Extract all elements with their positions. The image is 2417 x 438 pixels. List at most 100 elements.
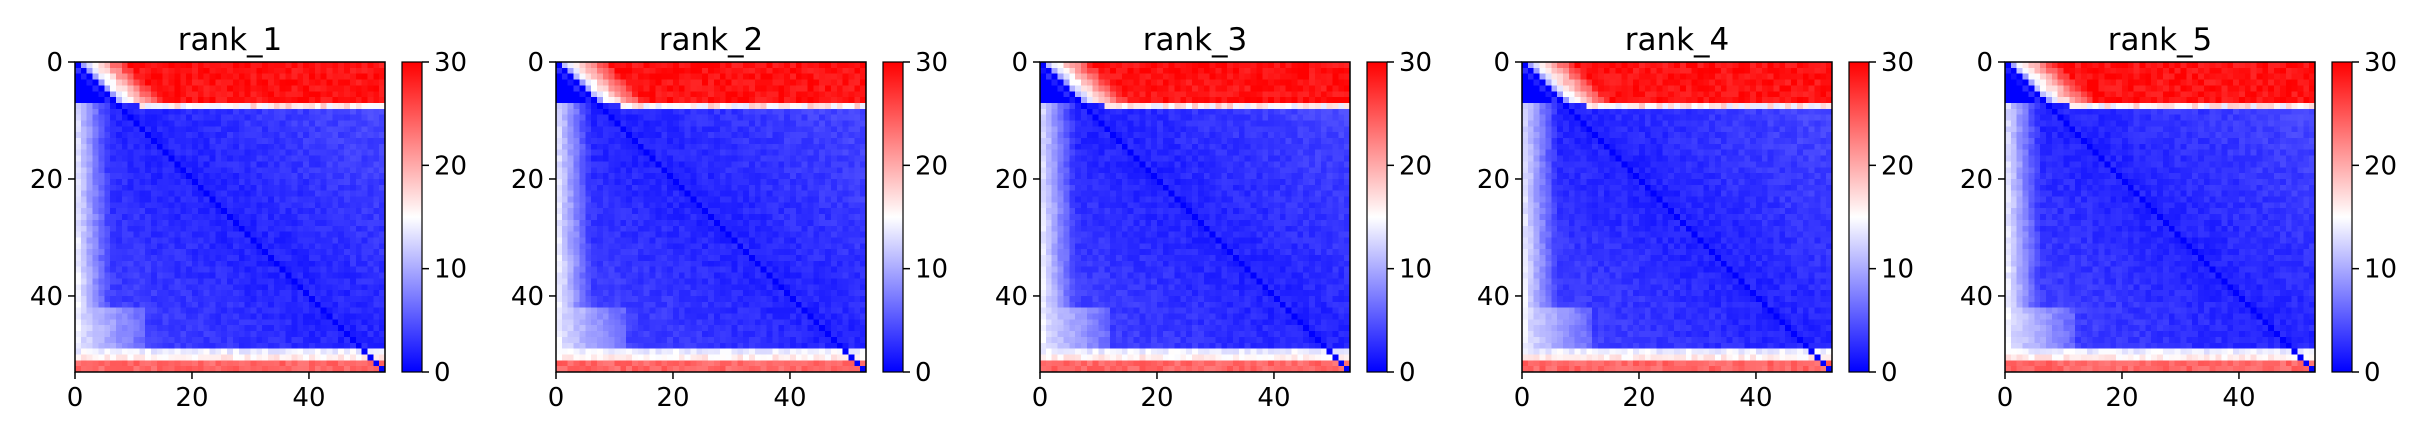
heatmap-cell (349, 173, 357, 180)
heatmap-cell (110, 284, 117, 291)
heatmap-cell (789, 190, 797, 198)
heatmap-cell (743, 155, 750, 162)
heatmap-cell (766, 249, 773, 256)
heatmap-cell (379, 102, 386, 110)
heatmap-cell (174, 102, 181, 110)
heatmap-cell (98, 126, 105, 133)
heatmap-cell (573, 266, 580, 274)
heatmap-cell (731, 161, 738, 168)
heatmap-cell (162, 120, 170, 127)
heatmap-cell (784, 260, 791, 268)
heatmap-cell (256, 354, 263, 361)
heatmap-cell (848, 155, 855, 162)
heatmap-cell (139, 272, 146, 279)
heatmap-cell (215, 173, 222, 180)
heatmap-cell (256, 348, 263, 355)
heatmap-cell (579, 278, 586, 285)
heatmap-cell (232, 336, 240, 344)
heatmap-cell (320, 208, 328, 215)
heatmap-cell (285, 272, 292, 279)
heatmap-cell (737, 202, 744, 209)
heatmap-cell (326, 301, 333, 309)
heatmap-cell (367, 272, 374, 279)
heatmap-cell (854, 79, 861, 86)
heatmap-cell (139, 138, 146, 145)
heatmap-cell (672, 108, 680, 116)
heatmap-cell (614, 85, 621, 92)
heatmap-cell (573, 243, 580, 250)
heatmap-cell (778, 138, 785, 145)
heatmap-cell (344, 331, 351, 338)
heatmap-cell (801, 132, 809, 139)
heatmap-cell (596, 62, 604, 69)
heatmap-cell (778, 196, 785, 203)
heatmap-cell (778, 266, 785, 274)
heatmap-cell (379, 190, 386, 198)
heatmap-cell (731, 290, 738, 297)
heatmap-cell (168, 307, 175, 315)
heatmap-cell (314, 360, 322, 367)
heatmap-cell (215, 290, 222, 297)
heatmap-cell (801, 266, 809, 274)
heatmap-cell (110, 354, 117, 361)
heatmap-cell (268, 102, 275, 110)
heatmap-cell (139, 62, 146, 69)
heatmap-cell (713, 255, 721, 262)
heatmap-cell (133, 272, 140, 279)
heatmap-cell (749, 202, 756, 209)
heatmap-cell (168, 348, 175, 355)
heatmap-cell (145, 85, 152, 92)
heatmap-cell (133, 301, 140, 309)
heatmap-cell (836, 173, 844, 180)
heatmap-cell (326, 307, 333, 315)
heatmap-cell (203, 91, 211, 98)
heatmap-cell (326, 138, 333, 145)
heatmap-cell (573, 97, 580, 104)
heatmap-cell (842, 190, 849, 198)
heatmap-cell (754, 290, 762, 297)
heatmap-cell (626, 155, 633, 162)
heatmap-cell (121, 331, 129, 338)
heatmap-cell (320, 79, 328, 86)
heatmap-cell (98, 79, 105, 86)
heatmap-cell (227, 266, 234, 274)
heatmap-cell (585, 132, 592, 139)
heatmap-cell (795, 219, 803, 227)
heatmap-cell (80, 354, 88, 361)
heatmap-cell (749, 114, 756, 121)
heatmap-cell (349, 219, 357, 227)
heatmap-cell (279, 190, 287, 198)
heatmap-cell (121, 366, 129, 373)
heatmap-cell (637, 214, 645, 221)
heatmap-cell (719, 155, 727, 162)
heatmap-cell (725, 102, 732, 110)
heatmap-cell (191, 155, 199, 162)
heatmap-cell (825, 120, 832, 127)
heatmap-cell (180, 272, 187, 279)
heatmap-cell (121, 278, 129, 285)
heatmap-cell (262, 342, 269, 350)
heatmap-cell (110, 102, 117, 110)
heatmap-cell (232, 73, 240, 81)
heatmap-cell (156, 313, 164, 320)
heatmap-cell (314, 143, 322, 151)
heatmap-cell (215, 138, 222, 145)
heatmap-cell (104, 196, 111, 203)
heatmap-cell (332, 67, 339, 75)
heatmap-cell (151, 132, 158, 139)
heatmap-cell (303, 155, 310, 162)
heatmap-cell (215, 284, 222, 291)
heatmap-cell (854, 249, 861, 256)
heatmap-cell (127, 301, 134, 309)
heatmap-cell (92, 331, 99, 338)
heatmap-cell (737, 173, 744, 180)
heatmap-cell (227, 85, 234, 92)
heatmap-cell (139, 255, 146, 262)
heatmap-cell (379, 278, 386, 285)
heatmap-cell (244, 307, 251, 315)
heatmap-cell (262, 325, 269, 332)
heatmap-cell (156, 108, 164, 116)
heatmap-cell (209, 173, 216, 180)
heatmap-cell (854, 260, 861, 268)
heatmap-cell (725, 243, 732, 250)
